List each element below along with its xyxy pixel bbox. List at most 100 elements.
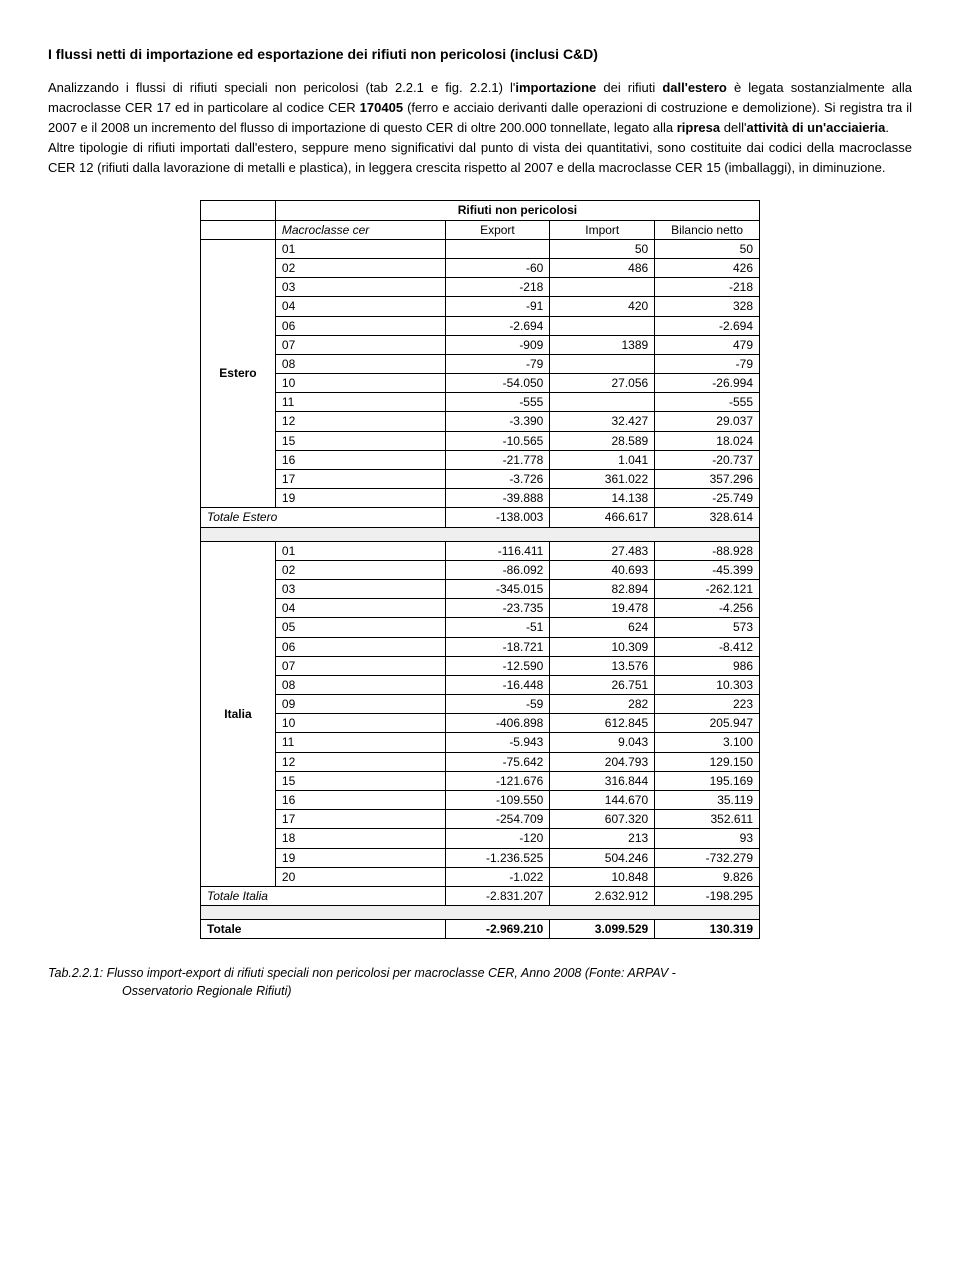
import-value: 19.478: [550, 599, 655, 618]
cer-code: 01: [275, 239, 445, 258]
grand-total-balance: 130.319: [655, 920, 760, 939]
import-value: 40.693: [550, 560, 655, 579]
import-value: 624: [550, 618, 655, 637]
import-value: 213: [550, 829, 655, 848]
balance-value: -218: [655, 278, 760, 297]
import-value: 9.043: [550, 733, 655, 752]
export-value: -59: [445, 695, 550, 714]
column-header: Export: [445, 220, 550, 239]
section-total-export: -138.003: [445, 508, 550, 527]
export-value: -109.550: [445, 791, 550, 810]
import-value: 486: [550, 258, 655, 277]
balance-value: 328: [655, 297, 760, 316]
import-value: 26.751: [550, 675, 655, 694]
section-total-import: 2.632.912: [550, 886, 655, 905]
balance-value: 29.037: [655, 412, 760, 431]
data-table-container: Rifiuti non pericolosiMacroclasse cerExp…: [200, 200, 760, 939]
export-value: -345.015: [445, 579, 550, 598]
section-total-label: Totale Estero: [201, 508, 446, 527]
import-value: 27.056: [550, 374, 655, 393]
cer-code: 12: [275, 752, 445, 771]
import-value: 316.844: [550, 771, 655, 790]
import-value: 32.427: [550, 412, 655, 431]
cer-code: 19: [275, 489, 445, 508]
export-value: -555: [445, 393, 550, 412]
balance-value: 426: [655, 258, 760, 277]
balance-value: 352.611: [655, 810, 760, 829]
cer-code: 03: [275, 278, 445, 297]
import-value: [550, 354, 655, 373]
export-value: -23.735: [445, 599, 550, 618]
cer-code: 16: [275, 450, 445, 469]
cer-code: 06: [275, 316, 445, 335]
balance-value: -732.279: [655, 848, 760, 867]
import-value: 1.041: [550, 450, 655, 469]
cer-code: 16: [275, 791, 445, 810]
export-value: -218: [445, 278, 550, 297]
table-caption: Tab.2.2.1: Flusso import-export di rifiu…: [48, 965, 912, 1000]
balance-value: -8.412: [655, 637, 760, 656]
cer-code: 07: [275, 335, 445, 354]
cer-code: 20: [275, 867, 445, 886]
cer-code: 17: [275, 470, 445, 489]
spacer-row: [201, 527, 760, 541]
export-value: -60: [445, 258, 550, 277]
import-value: 10.848: [550, 867, 655, 886]
export-value: -54.050: [445, 374, 550, 393]
balance-value: 479: [655, 335, 760, 354]
import-value: 282: [550, 695, 655, 714]
grand-total-export: -2.969.210: [445, 920, 550, 939]
cer-code: 06: [275, 637, 445, 656]
balance-value: -4.256: [655, 599, 760, 618]
balance-value: -45.399: [655, 560, 760, 579]
balance-value: 223: [655, 695, 760, 714]
cer-code: 10: [275, 714, 445, 733]
export-value: -1.022: [445, 867, 550, 886]
balance-value: -555: [655, 393, 760, 412]
balance-value: 18.024: [655, 431, 760, 450]
import-value: 10.309: [550, 637, 655, 656]
import-value: 82.894: [550, 579, 655, 598]
body-paragraph: Analizzando i flussi di rifiuti speciali…: [48, 78, 912, 179]
import-value: 361.022: [550, 470, 655, 489]
export-value: -120: [445, 829, 550, 848]
export-value: -5.943: [445, 733, 550, 752]
balance-value: 3.100: [655, 733, 760, 752]
import-value: 14.138: [550, 489, 655, 508]
export-value: -3.726: [445, 470, 550, 489]
export-value: -406.898: [445, 714, 550, 733]
balance-value: -26.994: [655, 374, 760, 393]
section-label: Italia: [201, 541, 276, 886]
import-value: 50: [550, 239, 655, 258]
import-value: 27.483: [550, 541, 655, 560]
balance-value: -25.749: [655, 489, 760, 508]
cer-code: 04: [275, 297, 445, 316]
cer-code: 07: [275, 656, 445, 675]
balance-value: 93: [655, 829, 760, 848]
export-value: -909: [445, 335, 550, 354]
import-value: 504.246: [550, 848, 655, 867]
table-title: Rifiuti non pericolosi: [275, 201, 759, 220]
export-value: -91: [445, 297, 550, 316]
cer-code: 08: [275, 675, 445, 694]
balance-value: 986: [655, 656, 760, 675]
balance-value: 357.296: [655, 470, 760, 489]
balance-value: 205.947: [655, 714, 760, 733]
section-total-balance: -198.295: [655, 886, 760, 905]
section-total-label: Totale Italia: [201, 886, 446, 905]
cer-code: 02: [275, 258, 445, 277]
cer-code: 10: [275, 374, 445, 393]
cer-code: 11: [275, 733, 445, 752]
cer-code: 12: [275, 412, 445, 431]
column-header: Bilancio netto: [655, 220, 760, 239]
cer-code: 11: [275, 393, 445, 412]
balance-value: 573: [655, 618, 760, 637]
column-header: Import: [550, 220, 655, 239]
export-value: -121.676: [445, 771, 550, 790]
section-total-balance: 328.614: [655, 508, 760, 527]
import-value: 607.320: [550, 810, 655, 829]
section-total-import: 466.617: [550, 508, 655, 527]
cer-code: 19: [275, 848, 445, 867]
import-value: 13.576: [550, 656, 655, 675]
export-value: -18.721: [445, 637, 550, 656]
